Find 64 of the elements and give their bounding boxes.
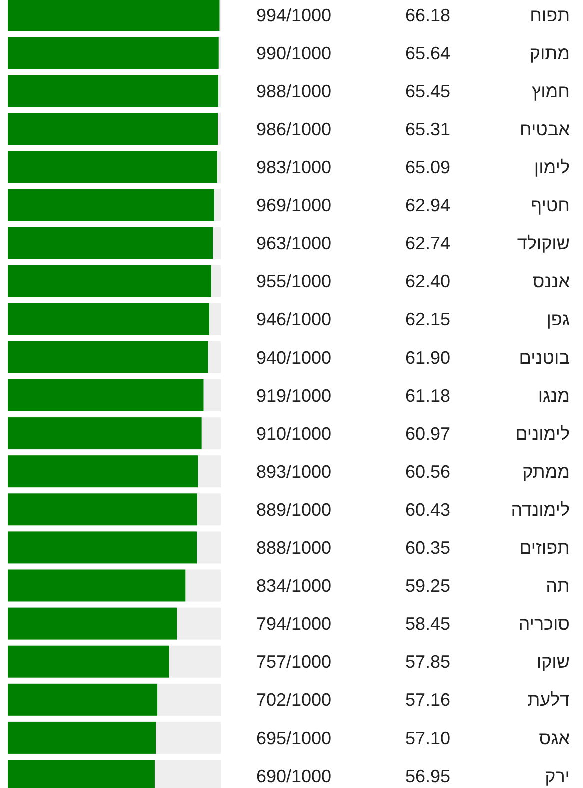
data-label: 990/1000 (256, 43, 332, 64)
text: 65.31 (405, 119, 451, 140)
y-tick-label: לימונים (516, 424, 570, 444)
data-label: 955/1000 (256, 272, 332, 292)
text: 62.94 (405, 196, 451, 216)
y-tick-label: אגס (539, 728, 571, 748)
data-label: 794/1000 (256, 614, 332, 634)
y-tick-label: מנגו (538, 386, 570, 406)
data-label: 940/1000 (256, 348, 332, 368)
data-label: 946/1000 (256, 310, 332, 330)
y-tick-label: אננס (532, 272, 571, 292)
y-tick-label: תפוזים (520, 538, 570, 558)
data-label: 963/1000 (256, 234, 332, 254)
text: 65.09 (405, 158, 451, 178)
y-tick-label: תפוח (530, 5, 570, 26)
data-label: 889/1000 (256, 500, 332, 520)
data-label: 834/1000 (256, 576, 332, 596)
y-tick-label: בוטנים (519, 348, 570, 368)
y-tick-label: דלעת (528, 690, 570, 710)
y-tick-label: מתוק (530, 43, 570, 64)
data-label: 888/1000 (256, 538, 332, 558)
text: 56.95 (405, 766, 451, 786)
text: 57.16 (405, 690, 451, 710)
data-label: 893/1000 (256, 462, 332, 482)
y-tick-label: תה (546, 576, 570, 596)
text: 65.64 (405, 43, 451, 64)
y-tick-label: ירק (545, 766, 570, 786)
text: 60.43 (405, 500, 451, 520)
y-tick-label: לימונדה (511, 500, 570, 520)
data-label: 983/1000 (256, 158, 332, 178)
text: 60.97 (405, 424, 451, 444)
data-label: 910/1000 (256, 424, 332, 444)
y-tick-label: ממתק (522, 462, 570, 482)
data-label: 695/1000 (256, 728, 332, 748)
data-label: 919/1000 (256, 386, 332, 406)
text: 62.74 (405, 234, 451, 254)
text: 57.85 (405, 652, 451, 672)
y-tick-label: שוקו (536, 652, 570, 672)
y-tick-label: חטיף (530, 196, 570, 216)
data-label: 969/1000 (256, 196, 332, 216)
y-tick-label: סוכריה (518, 614, 570, 634)
text: 57.10 (405, 728, 451, 748)
text: 61.18 (405, 386, 451, 406)
text: 58.45 (405, 614, 451, 634)
bar (8, 0, 220, 31)
data-label: 986/1000 (256, 119, 332, 140)
text: 60.56 (405, 462, 451, 482)
data-label: 690/1000 (256, 766, 332, 786)
text: 62.40 (405, 272, 451, 292)
y-tick-label: אבטיח (520, 119, 571, 140)
text: 66.18 (405, 5, 451, 26)
text: 61.90 (405, 348, 451, 368)
y-tick-label: גפן (546, 310, 570, 330)
y-tick-label: חמוץ (532, 81, 570, 102)
y-tick-label: שוקולד (517, 234, 570, 254)
data-label: 994/1000 (256, 5, 332, 26)
text: 62.15 (405, 310, 451, 330)
data-label: 702/1000 (256, 690, 332, 710)
data-label: 988/1000 (256, 81, 332, 102)
text: 59.25 (405, 576, 451, 596)
y-tick-label: לימון (534, 158, 570, 178)
text: 65.45 (405, 81, 451, 102)
text: 60.35 (405, 538, 451, 558)
data-label: 757/1000 (256, 652, 332, 672)
